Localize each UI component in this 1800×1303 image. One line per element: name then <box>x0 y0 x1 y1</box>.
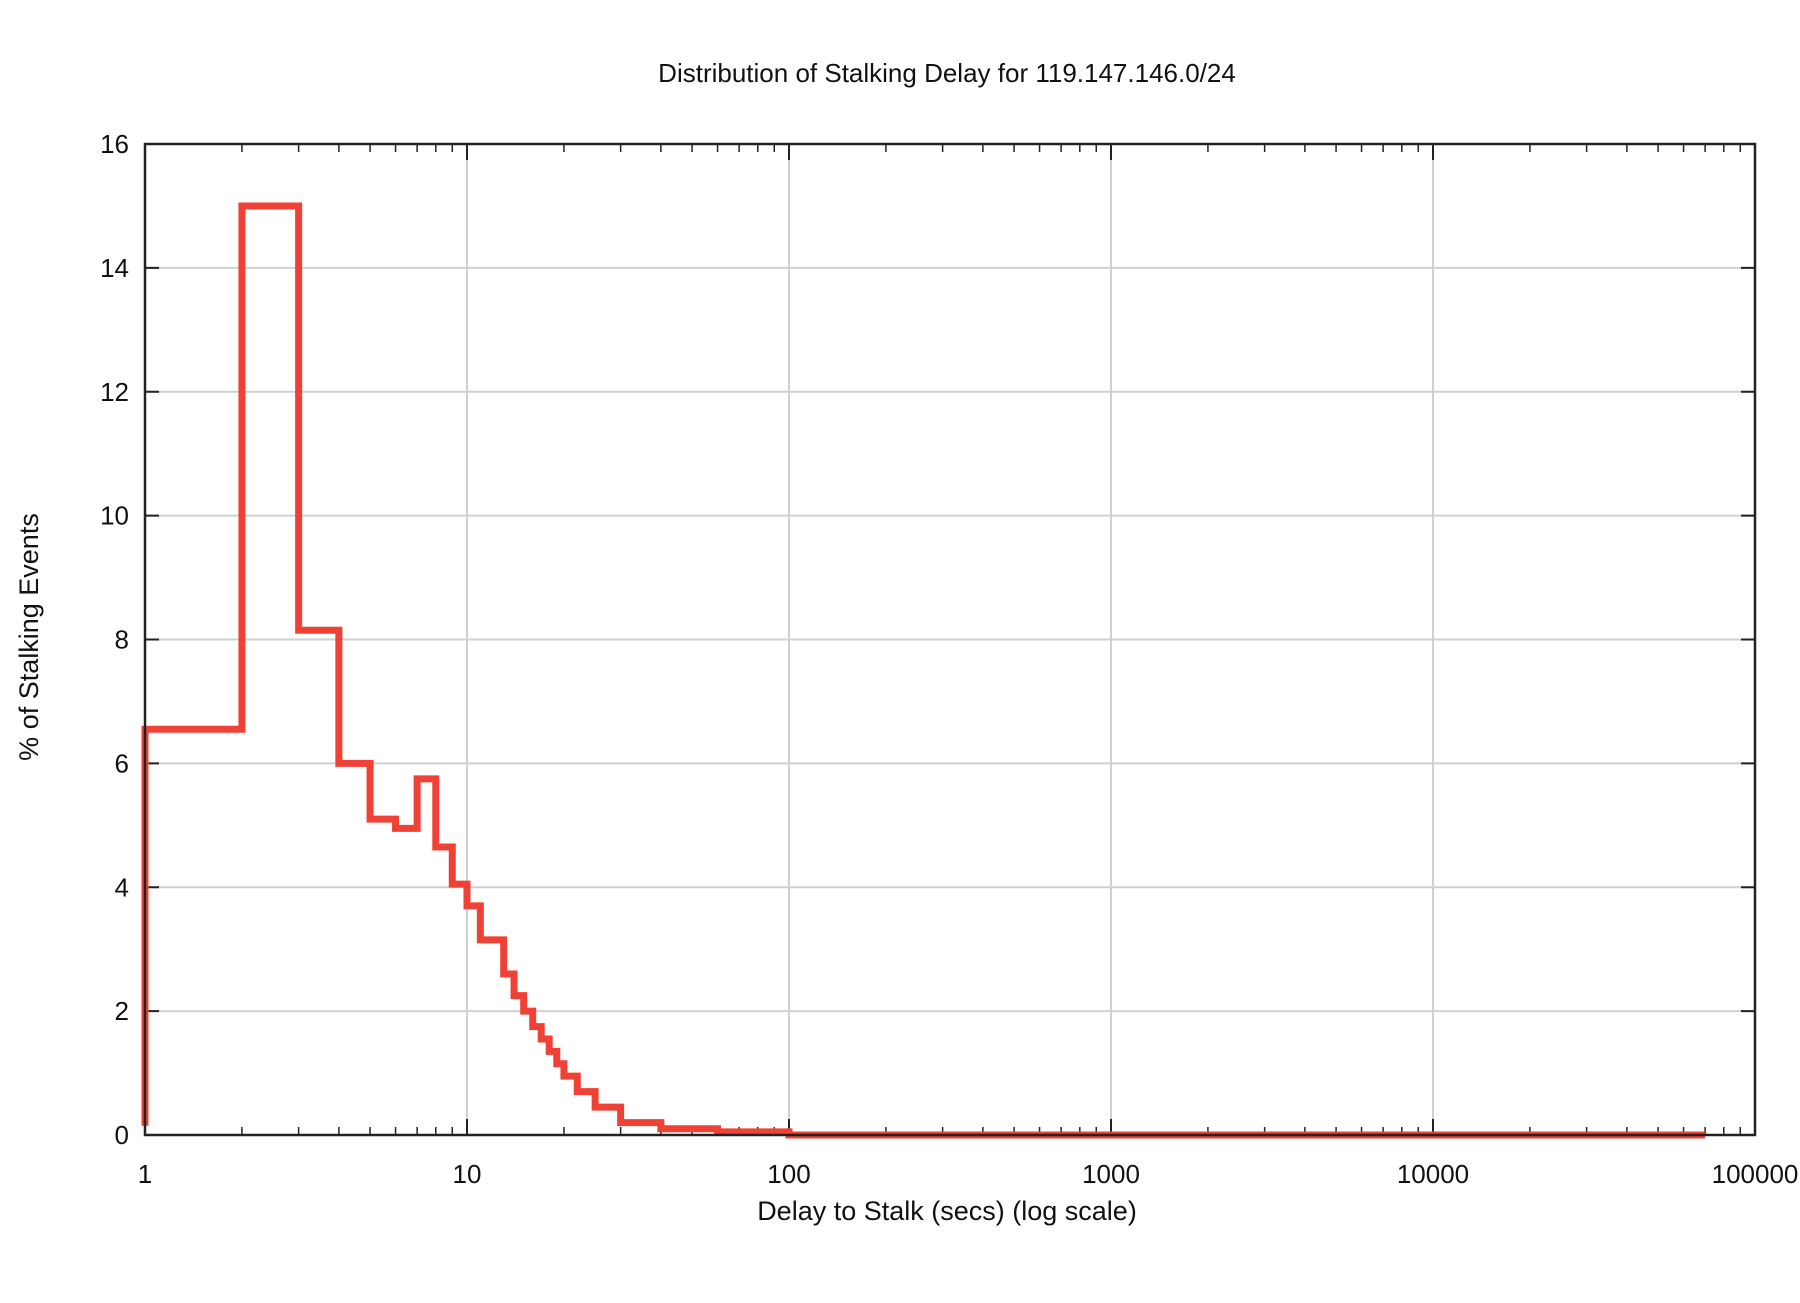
y-tick-label: 10 <box>100 501 129 531</box>
y-tick-label: 8 <box>115 625 129 655</box>
grid-layer <box>145 144 1755 1135</box>
x-tick-label: 10 <box>453 1159 482 1189</box>
y-tick-label: 0 <box>115 1120 129 1150</box>
series-line <box>141 202 1706 1139</box>
y-tick-label: 6 <box>115 748 129 778</box>
x-tick-label: 10000 <box>1397 1159 1469 1189</box>
label-layer: 0 2 4 6 8 10 12 14 16 1 10 100 1000 10000 100000 <box>100 129 1798 1189</box>
y-tick-label: 14 <box>100 253 129 283</box>
x-tick-label: 1000 <box>1082 1159 1140 1189</box>
chart-title: Distribution of Stalking Delay for 119.1… <box>658 58 1236 88</box>
y-tick-label: 2 <box>115 996 129 1026</box>
y-tick-label: 12 <box>100 377 129 407</box>
series-layer <box>141 202 1706 1139</box>
x-axis-label: Delay to Stalk (secs) (log scale) <box>757 1196 1137 1226</box>
y-axis-label: % of Stalking Events <box>14 513 44 761</box>
x-tick-label: 100000 <box>1712 1159 1799 1189</box>
y-tick-label: 16 <box>100 129 129 159</box>
x-tick-label: 100 <box>767 1159 810 1189</box>
y-tick-label: 4 <box>115 872 129 902</box>
plot-frame <box>143 142 1757 1137</box>
x-tick-label: 1 <box>138 1159 152 1189</box>
